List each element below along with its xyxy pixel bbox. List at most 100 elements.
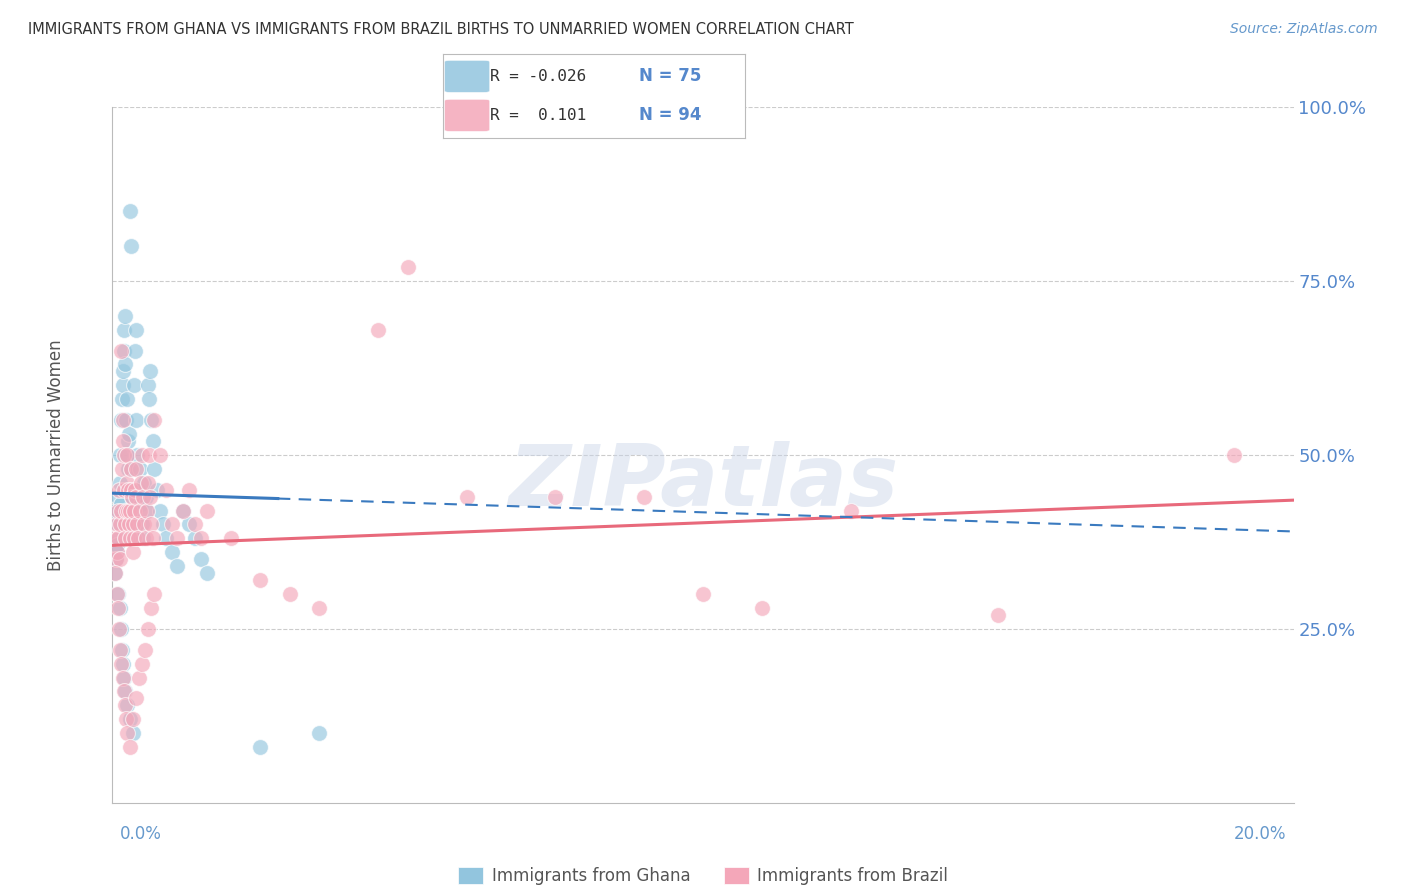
Point — [128, 462, 150, 476]
Point — [122, 545, 145, 559]
Point — [112, 343, 135, 358]
Point — [117, 698, 138, 713]
Point — [107, 532, 129, 546]
Point — [117, 503, 139, 517]
Point — [114, 309, 136, 323]
Point — [122, 517, 145, 532]
Point — [110, 657, 132, 671]
Point — [118, 483, 141, 497]
Text: IMMIGRANTS FROM GHANA VS IMMIGRANTS FROM BRAZIL BIRTHS TO UNMARRIED WOMEN CORREL: IMMIGRANTS FROM GHANA VS IMMIGRANTS FROM… — [28, 22, 853, 37]
Point — [136, 622, 159, 636]
Point — [107, 503, 129, 517]
Point — [114, 698, 136, 713]
Point — [136, 475, 159, 490]
Point — [107, 601, 129, 615]
Text: ZIPatlas: ZIPatlas — [508, 442, 898, 524]
Point — [112, 657, 135, 671]
Point — [110, 343, 132, 358]
Point — [108, 552, 131, 566]
Point — [692, 587, 714, 601]
Point — [118, 532, 141, 546]
Point — [308, 726, 330, 740]
Point — [172, 503, 194, 517]
Point — [117, 726, 138, 740]
Point — [120, 503, 142, 517]
Point — [179, 517, 201, 532]
Point — [114, 532, 136, 546]
Point — [118, 427, 141, 442]
Point — [121, 490, 143, 504]
Point — [139, 364, 162, 378]
Point — [121, 490, 143, 504]
Point — [122, 712, 145, 726]
Point — [142, 587, 165, 601]
Point — [195, 503, 218, 517]
Point — [128, 671, 150, 685]
Point — [139, 601, 162, 615]
Point — [111, 642, 134, 657]
Point — [184, 532, 207, 546]
Point — [118, 517, 141, 532]
Point — [107, 587, 129, 601]
Point — [190, 552, 212, 566]
Point — [127, 448, 149, 462]
Point — [132, 532, 155, 546]
Point — [112, 671, 135, 685]
Point — [172, 503, 194, 517]
Point — [125, 413, 148, 427]
Point — [115, 413, 138, 427]
Point — [117, 434, 139, 448]
Point — [987, 607, 1010, 622]
Point — [166, 559, 188, 574]
Point — [125, 490, 148, 504]
Point — [134, 642, 156, 657]
Text: R = -0.026: R = -0.026 — [489, 69, 586, 84]
Point — [184, 517, 207, 532]
Point — [112, 684, 135, 698]
Point — [135, 532, 157, 546]
Point — [155, 483, 177, 497]
Point — [142, 413, 165, 427]
Point — [367, 323, 389, 337]
Point — [135, 503, 157, 517]
Point — [124, 503, 146, 517]
Point — [134, 517, 156, 532]
Point — [117, 448, 138, 462]
Point — [138, 448, 160, 462]
Point — [160, 517, 183, 532]
Point — [135, 490, 157, 504]
Point — [110, 503, 132, 517]
Point — [120, 462, 142, 476]
Point — [134, 475, 156, 490]
Point — [142, 434, 165, 448]
Point — [127, 517, 149, 532]
Legend: Immigrants from Ghana, Immigrants from Brazil: Immigrants from Ghana, Immigrants from B… — [451, 861, 955, 892]
Point — [131, 657, 153, 671]
Point — [115, 503, 138, 517]
Point — [179, 483, 201, 497]
Point — [105, 552, 128, 566]
Point — [138, 392, 160, 407]
Point — [108, 483, 131, 497]
Point — [110, 622, 132, 636]
Point — [152, 517, 174, 532]
Point — [141, 517, 163, 532]
Point — [633, 490, 655, 504]
Point — [115, 712, 138, 726]
Point — [114, 358, 136, 372]
Text: N = 94: N = 94 — [640, 106, 702, 124]
FancyBboxPatch shape — [444, 99, 489, 131]
Point — [107, 517, 129, 532]
Point — [124, 483, 146, 497]
Point — [249, 740, 271, 755]
Point — [146, 483, 169, 497]
Point — [142, 462, 165, 476]
Point — [190, 532, 212, 546]
Point — [105, 545, 128, 559]
Point — [125, 691, 148, 706]
Point — [1223, 448, 1246, 462]
Point — [124, 462, 146, 476]
Point — [105, 538, 128, 552]
Point — [219, 532, 242, 546]
Point — [112, 323, 135, 337]
